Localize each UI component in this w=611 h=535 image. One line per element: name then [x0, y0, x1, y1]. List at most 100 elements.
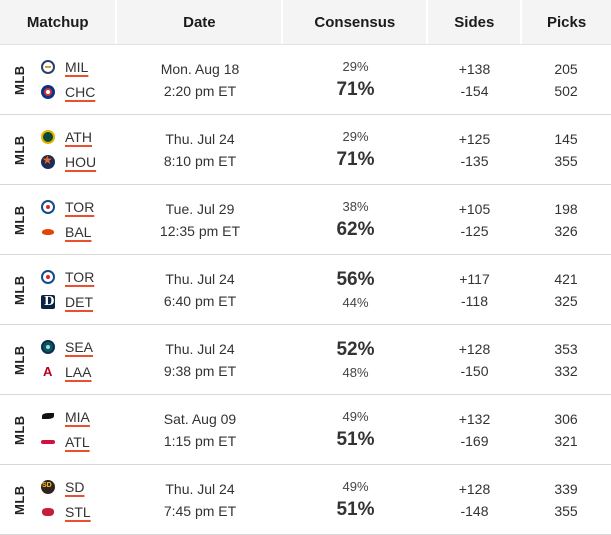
consensus-top: 29% — [342, 58, 369, 74]
league-label: MLB — [12, 484, 27, 515]
away-team-link[interactable]: TOR — [65, 269, 95, 285]
blue-jays-logo-icon — [41, 200, 55, 214]
date-cell: Tue. Jul 29 12:35 pm ET — [117, 185, 283, 254]
sides-cell: +128 -150 — [428, 325, 521, 394]
home-team-link[interactable]: BAL — [65, 224, 92, 240]
date-cell: Thu. Jul 24 6:40 pm ET — [117, 255, 283, 324]
home-team-link[interactable]: DET — [65, 294, 93, 310]
game-time: 7:45 pm ET — [163, 502, 237, 519]
matchup-cell: MLB ATH HOU — [0, 115, 117, 184]
home-team: STL — [41, 503, 91, 522]
game-date: Thu. Jul 24 — [165, 130, 235, 147]
home-team-link[interactable]: STL — [65, 504, 91, 520]
picks-cell: 306 321 — [521, 395, 611, 464]
home-team: HOU — [41, 153, 96, 172]
consensus-top: 49% — [342, 408, 369, 424]
cubs-logo-icon — [41, 85, 55, 99]
home-team-link[interactable]: ATL — [65, 434, 90, 450]
pick-top: 339 — [554, 480, 578, 497]
mariners-logo-icon — [41, 340, 55, 354]
consensus-bottom: 71% — [336, 78, 375, 100]
pick-bottom: 325 — [554, 292, 578, 309]
consensus-top: 52% — [336, 338, 375, 360]
away-team: MIL — [41, 58, 95, 77]
consensus-cell: 29% 71% — [283, 45, 428, 114]
consensus-top: 49% — [342, 478, 369, 494]
sides-cell: +125 -135 — [428, 115, 521, 184]
matchup-cell: MLB MIL CHC — [0, 45, 117, 114]
home-team: ATL — [41, 433, 90, 452]
table-header: Matchup Date Consensus Sides Picks — [0, 0, 611, 45]
pick-bottom: 355 — [554, 502, 578, 519]
side-bottom: -118 — [461, 292, 488, 309]
matchup-cell: MLB SEA LAA — [0, 325, 117, 394]
pick-bottom: 326 — [554, 222, 578, 239]
sides-cell: +105 -125 — [428, 185, 521, 254]
table-row: MLB ATH HOU Thu. Jul 24 8:10 pm ET 29% 7… — [0, 115, 611, 185]
league-label: MLB — [12, 134, 27, 165]
home-team-link[interactable]: HOU — [65, 154, 97, 170]
consensus-cell: 29% 71% — [283, 115, 428, 184]
date-cell: Thu. Jul 24 7:45 pm ET — [117, 465, 283, 534]
table-row: MLB MIL CHC Mon. Aug 18 2:20 pm ET 29% 7… — [0, 45, 611, 115]
home-team-link[interactable]: LAA — [65, 364, 92, 380]
side-bottom: -135 — [460, 152, 489, 169]
game-time: 6:40 pm ET — [163, 292, 237, 309]
league-label: MLB — [12, 274, 27, 305]
picks-cell: 205 502 — [521, 45, 611, 114]
side-bottom: -150 — [460, 362, 489, 379]
side-bottom: -148 — [460, 502, 489, 519]
date-cell: Mon. Aug 18 2:20 pm ET — [117, 45, 283, 114]
consensus-cell: 56% 44% — [283, 255, 428, 324]
side-bottom: -169 — [460, 432, 489, 449]
league-label: MLB — [12, 414, 27, 445]
table-row: MLB MIA ATL Sat. Aug 09 1:15 pm ET 49% 5… — [0, 395, 611, 465]
pick-bottom: 502 — [554, 82, 578, 99]
pick-top: 306 — [554, 410, 578, 427]
away-team: SEA — [41, 338, 93, 357]
table-row: MLB SD STL Thu. Jul 24 7:45 pm ET 49% 51… — [0, 465, 611, 535]
marlins-logo-icon — [41, 410, 55, 424]
pick-top: 198 — [554, 200, 578, 217]
away-team: MIA — [41, 408, 90, 427]
league-label: MLB — [12, 344, 27, 375]
side-top: +117 — [459, 270, 490, 287]
away-team-link[interactable]: SEA — [65, 339, 94, 355]
pick-bottom: 332 — [554, 362, 578, 379]
side-top: +125 — [458, 130, 491, 147]
consensus-cell: 38% 62% — [283, 185, 428, 254]
away-team-link[interactable]: ATH — [65, 129, 92, 145]
game-time: 2:20 pm ET — [163, 82, 237, 99]
away-team-link[interactable]: MIA — [65, 409, 90, 425]
side-top: +128 — [458, 480, 491, 497]
game-date: Sat. Aug 09 — [163, 410, 237, 427]
away-team-link[interactable]: MIL — [65, 59, 89, 75]
consensus-bottom: 71% — [336, 148, 375, 170]
team-list: MIL CHC — [41, 58, 95, 102]
home-team-link[interactable]: CHC — [65, 84, 96, 100]
consensus-top: 56% — [336, 268, 375, 290]
matchup-cell: MLB MIA ATL — [0, 395, 117, 464]
consensus-top: 29% — [342, 128, 369, 144]
away-team-link[interactable]: SD — [65, 479, 85, 495]
consensus-bottom: 48% — [342, 364, 369, 380]
pick-top: 421 — [554, 270, 578, 287]
col-header-sides: Sides — [428, 0, 523, 44]
pick-bottom: 355 — [554, 152, 578, 169]
col-header-consensus: Consensus — [283, 0, 429, 44]
orioles-logo-icon — [41, 225, 55, 239]
consensus-cell: 49% 51% — [283, 465, 428, 534]
game-date: Mon. Aug 18 — [160, 60, 240, 77]
team-list: TOR DET — [41, 268, 94, 312]
away-team: TOR — [41, 198, 94, 217]
game-date: Tue. Jul 29 — [165, 200, 235, 217]
matchup-cell: MLB TOR BAL — [0, 185, 117, 254]
cardinals-logo-icon — [41, 505, 55, 519]
side-top: +128 — [458, 340, 491, 357]
table-body: MLB MIL CHC Mon. Aug 18 2:20 pm ET 29% 7… — [0, 45, 611, 535]
away-team-link[interactable]: TOR — [65, 199, 95, 215]
picks-cell: 145 355 — [521, 115, 611, 184]
away-team: ATH — [41, 128, 96, 147]
team-list: TOR BAL — [41, 198, 94, 242]
pick-top: 205 — [554, 60, 578, 77]
